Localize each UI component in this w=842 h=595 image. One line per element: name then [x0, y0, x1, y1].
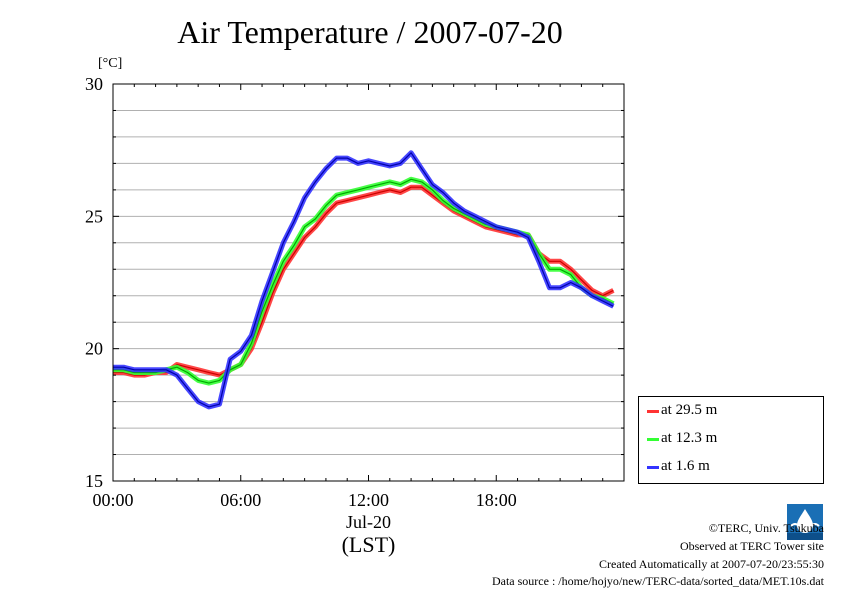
copyright-text: ©TERC, Univ. Tsukuba: [708, 521, 824, 535]
series-line: [113, 186, 614, 376]
observed-text: Observed at TERC Tower site: [679, 539, 824, 553]
chart-title: Air Temperature / 2007-07-20: [177, 14, 563, 50]
axis-layer: 15 20 25 30 00:00 06:00 12:00 18:00 Jul-20(LST): [85, 74, 625, 557]
terc-logo: [787, 504, 823, 540]
legend-swatch: [647, 410, 659, 413]
x-unit-label: (LST): [342, 532, 396, 557]
legend-item: at 29.5 m: [639, 400, 823, 422]
series-line-halo: [113, 176, 615, 386]
legend-label: at 1.6 m: [661, 458, 710, 474]
grid-layer: [113, 109, 624, 456]
legend-swatch: [647, 438, 659, 441]
x-tick-label: 06:00: [220, 490, 261, 510]
x-date-label: Jul-20: [346, 512, 391, 532]
series-line: [113, 152, 614, 408]
legend-item: at 1.6 m: [639, 456, 823, 478]
legend-swatch: [647, 466, 659, 469]
x-tick-label: 18:00: [476, 490, 517, 510]
source-text: Data source : /home/hojyo/new/TERC-data/…: [491, 574, 824, 588]
series-layer: [113, 150, 615, 410]
x-tick-label: 00:00: [92, 490, 133, 510]
y-tick-label: 20: [85, 339, 103, 359]
legend-label: at 29.5 m: [661, 402, 718, 418]
y-tick-label: 15: [85, 471, 103, 491]
x-tick-label: 12:00: [348, 490, 389, 510]
legend-item: at 12.3 m: [639, 428, 823, 450]
y-axis-unit-label: [°C]: [98, 56, 123, 71]
series-line: [113, 178, 614, 384]
y-tick-label: 30: [85, 74, 103, 94]
chart-legend: at 29.5 m at 12.3 m at 1.6 m: [638, 396, 824, 484]
series-line-halo: [113, 184, 615, 378]
y-tick-label: 25: [85, 206, 103, 226]
created-text: Created Automatically at 2007-07-20/23:5…: [599, 557, 824, 571]
legend-label: at 12.3 m: [661, 430, 718, 446]
